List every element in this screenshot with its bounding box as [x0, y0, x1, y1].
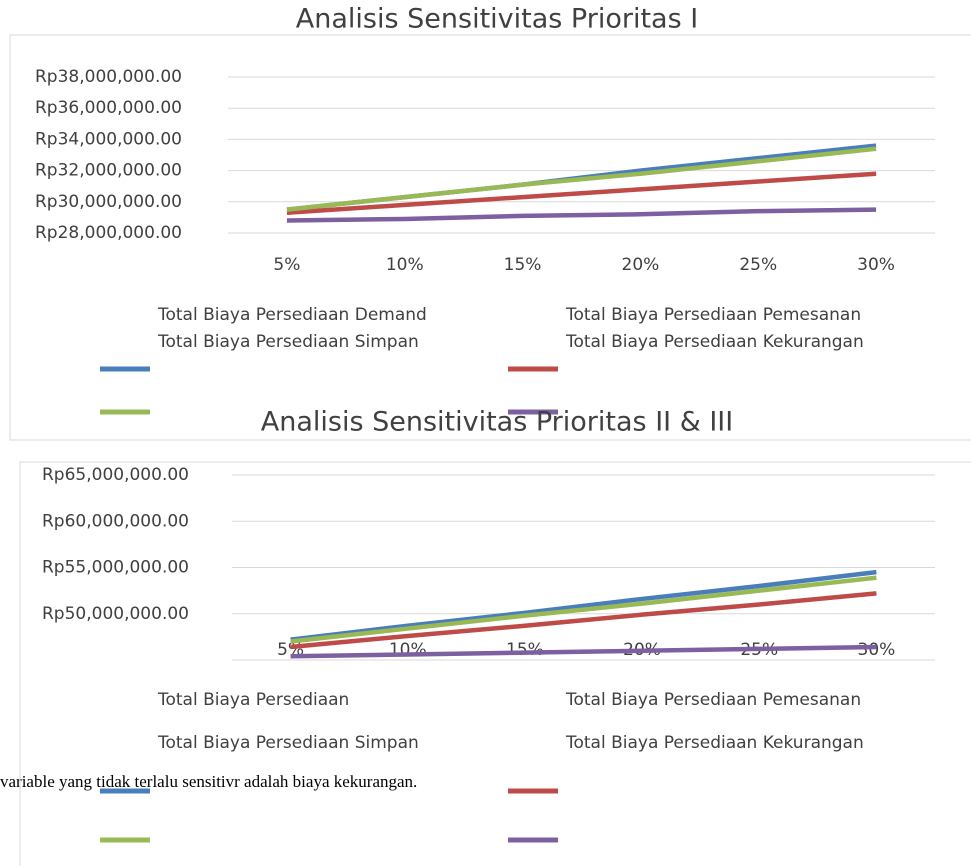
chart-frame [19, 461, 971, 866]
legend-label: Total Biaya Persediaan Pemesanan [565, 690, 861, 710]
x-tick-label: 20% [622, 255, 660, 275]
legend-label: Total Biaya Persediaan [157, 690, 349, 710]
y-tick-label: Rp50,000,000.00 [42, 604, 189, 624]
y-tick-label: Rp32,000,000.00 [35, 161, 182, 181]
legend-label: Total Biaya Persediaan Simpan [157, 733, 419, 753]
x-tick-label: 10% [386, 255, 424, 275]
series-line [290, 644, 877, 659]
series-line [290, 591, 877, 650]
x-tick-label: 10% [389, 640, 427, 660]
legend-label: Total Biaya Persediaan Kekurangan [565, 733, 864, 753]
series-line [290, 569, 877, 642]
y-tick-label: Rp28,000,000.00 [35, 223, 182, 243]
series-line [286, 207, 877, 223]
x-tick-label: 30% [858, 640, 896, 660]
legend-label: Total Biaya Persediaan Kekurangan [565, 332, 864, 352]
y-tick-label: Rp65,000,000.00 [42, 465, 189, 485]
series-line [286, 146, 877, 212]
y-tick-label: Rp60,000,000.00 [42, 511, 189, 531]
y-tick-label: Rp55,000,000.00 [42, 558, 189, 578]
chart-frame [9, 34, 971, 441]
y-tick-label: Rp38,000,000.00 [35, 67, 182, 87]
x-tick-label: 5% [273, 255, 300, 275]
series-line [286, 171, 877, 215]
legend-label: Total Biaya Persediaan Simpan [157, 332, 419, 352]
legend-label: Total Biaya Persediaan Demand [157, 305, 427, 325]
x-tick-label: 25% [739, 255, 777, 275]
chart-title: Analisis Sensitivitas Prioritas II & III [261, 407, 733, 438]
y-tick-label: Rp34,000,000.00 [35, 129, 182, 149]
body-text: variable yang tidak terlalu sensitivr ad… [0, 772, 417, 791]
chart-title: Analisis Sensitivitas Prioritas I [296, 4, 698, 35]
legend-label: Total Biaya Persediaan Pemesanan [565, 305, 861, 325]
y-tick-label: Rp30,000,000.00 [35, 192, 182, 212]
x-tick-label: 30% [857, 255, 895, 275]
x-tick-label: 15% [506, 640, 544, 660]
y-tick-label: Rp36,000,000.00 [35, 98, 182, 118]
x-tick-label: 15% [504, 255, 542, 275]
series-line [290, 575, 877, 644]
